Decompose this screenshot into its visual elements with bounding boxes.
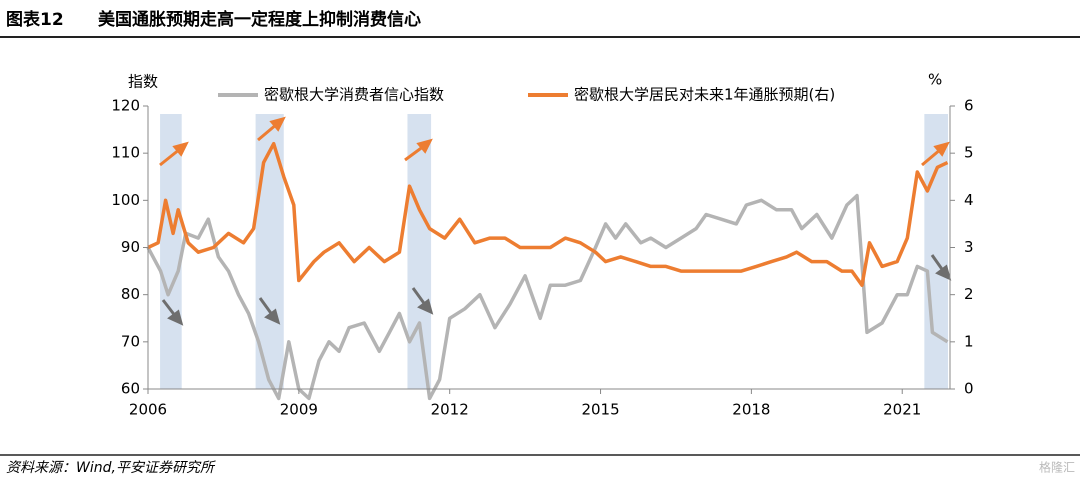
- y-tick-label: 120: [111, 97, 140, 115]
- series-line: [146, 193, 949, 401]
- watermark: 格隆汇: [1039, 460, 1075, 475]
- x-tick-label: 2015: [581, 401, 619, 419]
- legend-label: 密歇根大学消费者信心指数: [264, 86, 444, 104]
- y2-tick-label: 4: [964, 191, 974, 209]
- y-tick-label: 110: [111, 144, 140, 162]
- x-tick-label: 2018: [732, 401, 770, 419]
- chart-title: 美国通胀预期走高一定程度上抑制消费信心: [98, 9, 421, 30]
- x-tick-label: 2009: [280, 401, 318, 419]
- source: 资料来源：Wind,平安证券研究所: [6, 460, 216, 476]
- y2-tick-label: 2: [964, 285, 974, 303]
- series-line: [147, 141, 949, 287]
- y2-tick-label: 0: [964, 380, 974, 398]
- y2-tick-label: 5: [964, 144, 974, 162]
- y2-tick-label: 6: [964, 97, 974, 115]
- y-tick-label: 100: [111, 191, 140, 209]
- y-tick-label: 60: [121, 380, 140, 398]
- highlight-period: [407, 114, 432, 389]
- y2-tick-label: 3: [964, 238, 974, 256]
- y2-axis-label: %: [928, 71, 942, 89]
- x-tick-label: 2021: [883, 401, 921, 419]
- x-tick-label: 2012: [431, 401, 469, 419]
- x-tick-label: 2006: [129, 401, 167, 419]
- figure-label: 图表12: [6, 9, 64, 30]
- y-tick-label: 70: [121, 332, 140, 350]
- legend-label: 密歇根大学居民对未来1年通胀预期(右): [574, 86, 835, 104]
- y2-tick-label: 1: [964, 332, 974, 350]
- y-tick-label: 90: [121, 238, 140, 256]
- y-axis-label: 指数: [128, 73, 158, 91]
- y-tick-label: 80: [121, 285, 140, 303]
- arrows: [159, 116, 952, 326]
- highlight-period: [924, 114, 948, 389]
